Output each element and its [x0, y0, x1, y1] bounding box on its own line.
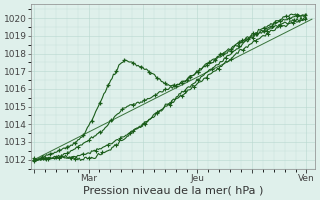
X-axis label: Pression niveau de la mer( hPa ): Pression niveau de la mer( hPa ): [83, 186, 263, 196]
